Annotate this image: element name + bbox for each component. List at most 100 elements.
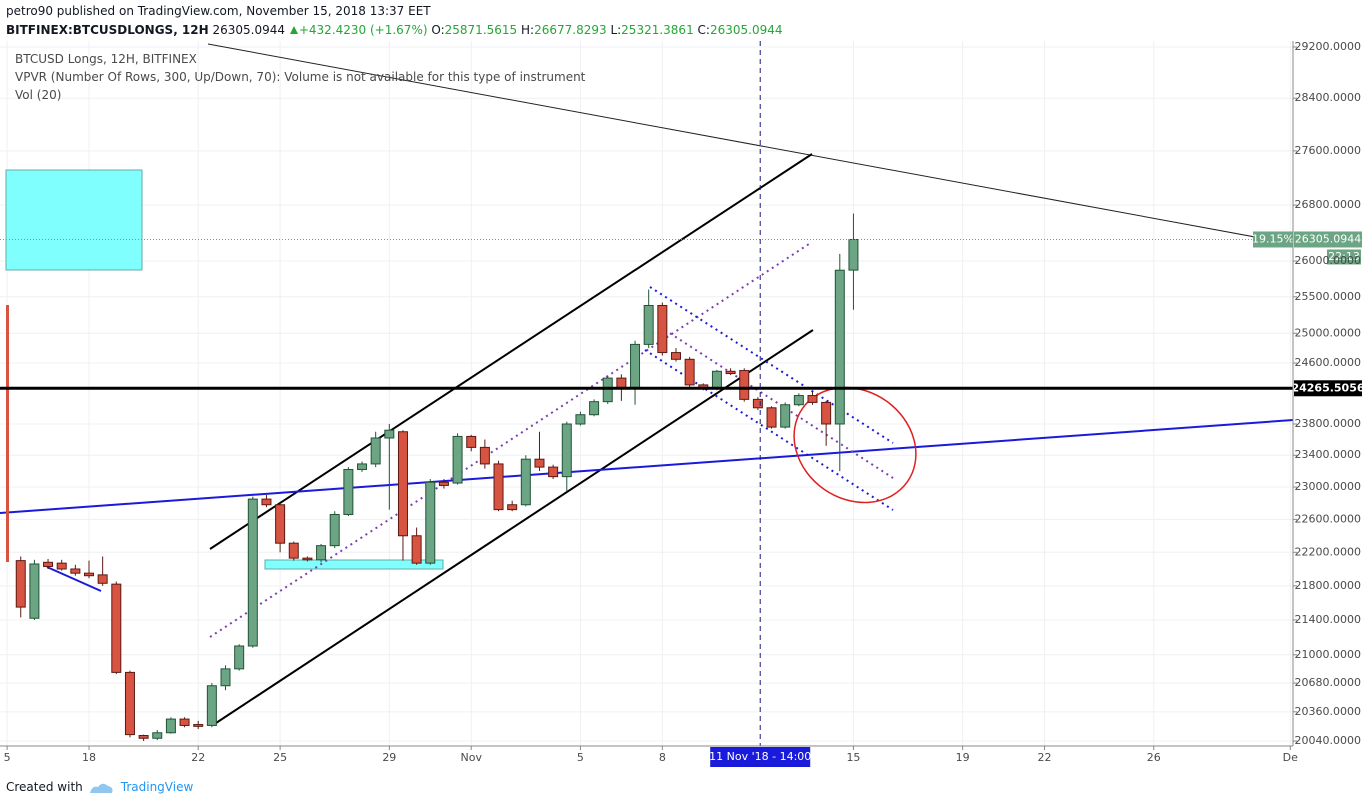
partial-candle	[6, 305, 9, 562]
candle-body	[247, 498, 258, 647]
candle-body	[56, 562, 67, 570]
price-badge-bg	[1294, 231, 1362, 248]
c-value: 26305.0944	[709, 23, 783, 37]
candle-body	[561, 423, 572, 478]
candle-body	[589, 401, 600, 416]
y-tick-label: 23800.0000	[1295, 417, 1361, 430]
candle-body	[206, 685, 217, 726]
down-channel	[644, 349, 894, 511]
timer-bg	[1327, 249, 1361, 265]
candle-body	[766, 407, 777, 428]
timer: 22:13	[1328, 250, 1360, 263]
pct-badge-bg	[1253, 231, 1293, 248]
y-tick-label: 23400.0000	[1295, 448, 1361, 461]
candle-body	[316, 545, 327, 561]
candle-body	[507, 504, 518, 511]
blue-trend-line	[46, 566, 102, 592]
y-tick-label: 21000.0000	[1295, 648, 1361, 661]
l-value: 25321.3861	[621, 23, 694, 37]
candle-body	[193, 724, 204, 727]
candles	[15, 213, 859, 742]
candle-body	[711, 370, 722, 389]
channel-top	[209, 153, 813, 550]
candle-body	[411, 535, 422, 564]
candle-body	[752, 398, 763, 409]
x-tick-label: 22	[1038, 751, 1052, 764]
candle-body	[261, 498, 272, 506]
candle-body	[329, 513, 340, 547]
x-tick-label: 25	[273, 751, 287, 764]
y-tick-label: 22200.0000	[1295, 545, 1361, 558]
price-badge: 26305.0944	[1295, 232, 1361, 245]
h-label: H:	[521, 23, 535, 37]
y-tick-label: 25500.0000	[1295, 290, 1361, 303]
candle-body	[70, 568, 81, 574]
candle-body	[124, 671, 135, 736]
candle-body	[220, 668, 231, 687]
y-tick-label: 26000.0000	[1295, 254, 1361, 267]
candle-body	[548, 466, 559, 478]
crosshair-badge	[710, 747, 811, 767]
candle-body	[343, 468, 354, 515]
candle-body	[357, 463, 368, 470]
candle-body	[493, 463, 504, 511]
drawings	[0, 43, 1294, 726]
x-tick-label: 5	[577, 751, 584, 764]
candle-body	[165, 718, 176, 734]
o-label: O:	[431, 23, 445, 37]
highlight-ellipse	[793, 386, 917, 504]
h-value: 26677.8293	[534, 23, 607, 37]
candle-body	[179, 718, 190, 726]
brand[interactable]: TradingView	[120, 780, 194, 794]
y-tick-label: 28400.0000	[1295, 91, 1361, 104]
candle-body	[602, 377, 613, 403]
y-tick-label: 20360.0000	[1295, 705, 1361, 718]
hline-badge	[1294, 380, 1362, 397]
candle-body	[725, 370, 736, 375]
candle-body	[670, 352, 681, 360]
down-channel	[649, 286, 894, 444]
candle-body	[15, 560, 26, 608]
candle-body	[821, 401, 832, 425]
candle-body	[643, 304, 654, 345]
crosshair-label: 11 Nov '18 - 14:00	[709, 750, 811, 763]
candle-body	[739, 370, 750, 400]
candle-body	[138, 735, 149, 739]
candle-body	[452, 435, 463, 484]
y-tick-label: 24600.0000	[1295, 356, 1361, 369]
candle-body	[575, 414, 586, 425]
channel-mid	[209, 241, 813, 638]
candle-body	[657, 304, 668, 354]
candle-body	[29, 563, 40, 619]
created-with: Created with	[6, 780, 83, 794]
pct-badge: 19.15%	[1252, 232, 1294, 245]
candle-body	[288, 542, 299, 559]
x-tick-label: 29	[382, 751, 396, 764]
candle-body	[630, 343, 641, 389]
legend-item: Vol (20)	[15, 88, 62, 102]
y-tick-label: 23000.0000	[1295, 480, 1361, 493]
candle-body	[275, 504, 286, 544]
byline: petro90 published on TradingView.com, No…	[6, 4, 431, 18]
l-label: L:	[610, 23, 622, 37]
candle-body	[807, 395, 818, 403]
x-tick-label: 5	[4, 751, 11, 764]
last-price: 26305.0944	[212, 23, 286, 37]
zone-box	[5, 169, 143, 271]
quote-line: BITFINEX:BTCUSDLONGS, 12H 26305.0944 +43…	[6, 21, 782, 40]
x-tick-label: 26	[1147, 751, 1161, 764]
legend-item: VPVR (Number Of Rows, 300, Up/Down, 70):…	[15, 70, 586, 84]
hline-label: 24265.5056	[1291, 381, 1364, 394]
x-tick-label: De	[1283, 751, 1298, 764]
candle-body	[848, 238, 859, 271]
symbol: BITFINEX:BTCUSDLONGS, 12H	[6, 23, 209, 37]
change: +432.4230 (+1.67%)	[298, 23, 428, 37]
y-tick-label: 22600.0000	[1295, 512, 1361, 525]
zone-box	[264, 559, 444, 570]
candle-body	[384, 429, 395, 439]
y-tick-label: 20680.0000	[1295, 676, 1361, 689]
x-tick-label: 15	[846, 751, 860, 764]
brand-logo	[90, 783, 113, 793]
legend: BTCUSD Longs, 12H, BITFINEX VPVR (Number…	[15, 50, 585, 104]
